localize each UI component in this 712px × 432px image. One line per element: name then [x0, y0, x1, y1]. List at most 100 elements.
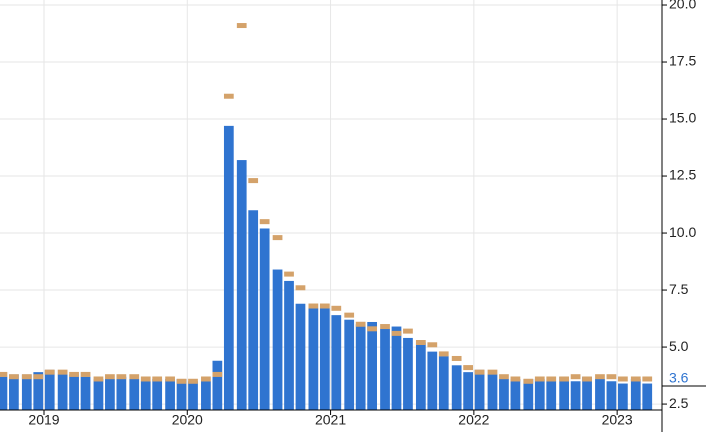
bar — [140, 381, 151, 410]
forecast-marker — [248, 178, 259, 184]
grid — [0, 0, 662, 410]
bar — [259, 228, 270, 410]
forecast-marker — [391, 330, 402, 336]
forecast-marker — [510, 376, 521, 382]
bar — [105, 378, 115, 410]
forecast-marker — [223, 93, 234, 99]
bar — [319, 308, 330, 410]
bar — [451, 365, 462, 410]
forecast-marker — [295, 285, 306, 291]
forecast-marker — [272, 235, 283, 241]
bar — [331, 315, 342, 410]
bar — [69, 374, 79, 410]
forecast-marker — [474, 369, 485, 375]
bar — [380, 328, 390, 410]
forecast-marker — [44, 369, 55, 375]
forecast-marker — [319, 303, 330, 309]
bar — [80, 376, 91, 410]
bar — [129, 378, 140, 410]
y-tick-label: 15.0 — [669, 110, 696, 126]
y-tick-label: 12.5 — [669, 167, 696, 183]
forecast-marker — [212, 371, 223, 377]
bar — [546, 381, 557, 410]
bar — [272, 269, 283, 410]
forecast-marker — [176, 378, 187, 384]
forecast-marker — [0, 371, 8, 377]
bar — [248, 210, 259, 410]
forecast-marker — [188, 378, 198, 384]
bar — [367, 321, 377, 410]
bar — [630, 378, 641, 410]
forecast-marker — [534, 376, 545, 382]
bar — [391, 326, 402, 410]
bar — [295, 303, 306, 410]
bar — [9, 374, 19, 410]
x-tick-label: 2020 — [172, 412, 203, 428]
bar — [201, 381, 211, 410]
forecast-marker — [80, 371, 91, 377]
forecast-marker — [403, 328, 413, 334]
bar — [344, 319, 355, 410]
forecast-marker — [499, 374, 509, 380]
bar — [212, 360, 223, 410]
forecast-marker — [165, 376, 175, 382]
bar — [57, 374, 68, 410]
forecast-marker — [308, 303, 319, 309]
bar — [93, 378, 104, 410]
bar — [165, 378, 175, 410]
bar — [642, 383, 653, 410]
forecast-marker — [595, 374, 605, 380]
forecast-marker — [201, 376, 211, 382]
forecast-marker — [9, 374, 19, 380]
bar — [523, 378, 534, 410]
forecast-marker — [367, 326, 377, 332]
y-tick-label: 5.0 — [669, 338, 689, 354]
y-tick-label: 10.0 — [669, 224, 696, 240]
bar — [606, 381, 617, 410]
forecast-marker — [331, 305, 342, 311]
forecast-marker — [129, 374, 140, 380]
forecast-marker — [105, 374, 115, 380]
forecast-marker — [427, 342, 438, 348]
bar — [355, 324, 366, 410]
forecast-marker — [284, 271, 294, 277]
forecast-marker — [140, 376, 151, 382]
forecast-marker — [236, 23, 247, 29]
forecast-marker — [344, 312, 355, 318]
forecast-marker — [523, 378, 534, 384]
forecast-marker — [355, 321, 366, 327]
y-tick-label: 2.5 — [669, 395, 689, 411]
bar — [534, 378, 545, 410]
y-tick-label: 7.5 — [669, 281, 689, 297]
forecast-marker — [606, 374, 617, 380]
bar — [403, 337, 413, 410]
forecast-marker — [152, 376, 163, 382]
forecast-marker — [618, 376, 628, 382]
forecast-marker — [630, 376, 641, 382]
forecast-marker — [93, 376, 104, 382]
bar — [510, 378, 521, 410]
bar — [188, 381, 198, 410]
y-tick-label: 20.0 — [669, 0, 696, 12]
forecast-marker — [21, 374, 32, 380]
bar — [415, 342, 426, 410]
x-tick-label: 2021 — [315, 412, 346, 428]
plot-area — [0, 23, 653, 410]
bar — [499, 378, 509, 410]
forecast-marker — [451, 355, 462, 361]
bar — [618, 383, 628, 410]
forecast-marker — [69, 371, 79, 377]
bar — [438, 356, 449, 410]
bar — [474, 369, 485, 410]
bar — [0, 376, 8, 410]
forecast-marker — [546, 376, 557, 382]
bar — [284, 280, 294, 410]
bar — [44, 369, 55, 410]
bar — [33, 372, 44, 410]
bar — [223, 125, 234, 410]
bar — [176, 378, 187, 410]
bar — [427, 351, 438, 410]
forecast-marker — [570, 374, 581, 380]
